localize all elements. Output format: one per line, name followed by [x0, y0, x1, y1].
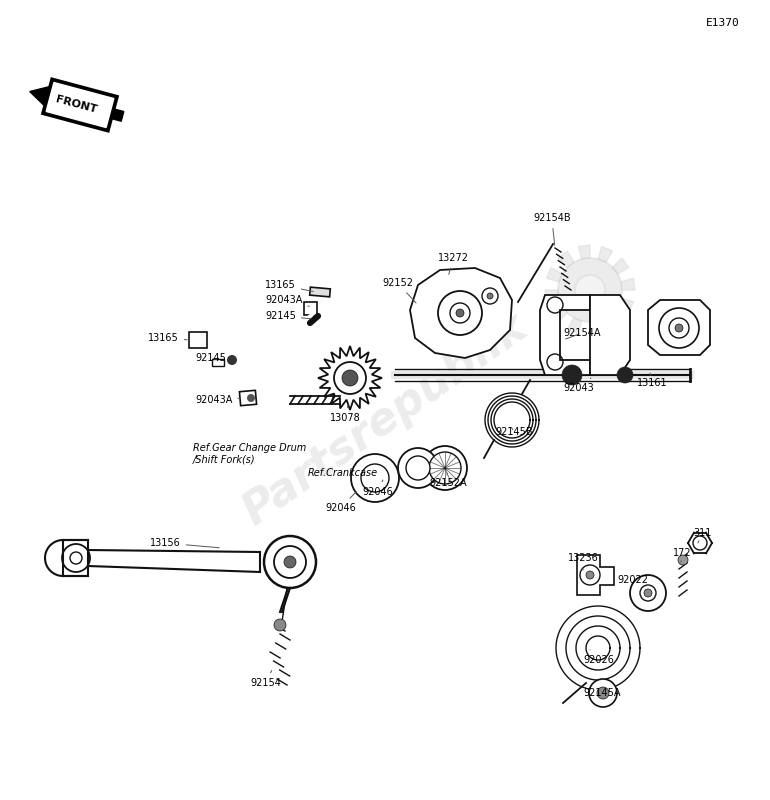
Text: 92026: 92026 — [583, 650, 614, 665]
Bar — [212, 358, 224, 366]
Polygon shape — [558, 251, 574, 267]
Circle shape — [630, 575, 666, 611]
Polygon shape — [545, 290, 559, 302]
Text: 92154B: 92154B — [533, 213, 571, 246]
Circle shape — [589, 679, 617, 707]
Circle shape — [274, 619, 286, 631]
Text: 92022: 92022 — [617, 575, 648, 590]
Text: 92152: 92152 — [382, 278, 416, 303]
Circle shape — [678, 555, 688, 565]
Polygon shape — [540, 295, 590, 375]
Bar — [46, 82, 114, 127]
Text: 13165: 13165 — [265, 280, 313, 291]
Circle shape — [351, 454, 399, 502]
Circle shape — [247, 394, 255, 402]
Circle shape — [580, 565, 600, 585]
Circle shape — [617, 367, 633, 383]
Circle shape — [429, 452, 461, 484]
Circle shape — [361, 464, 389, 492]
Circle shape — [284, 556, 296, 568]
Text: 92152A: 92152A — [430, 473, 467, 488]
Text: 92145B: 92145B — [495, 427, 533, 437]
Text: 92154: 92154 — [250, 670, 281, 688]
Polygon shape — [30, 86, 50, 106]
Text: Ref.Crankcase: Ref.Crankcase — [308, 468, 378, 478]
Text: Ref.Gear Change Drum
/Shift Fork(s): Ref.Gear Change Drum /Shift Fork(s) — [193, 443, 306, 465]
Polygon shape — [547, 267, 562, 282]
Circle shape — [227, 355, 237, 365]
Text: 172: 172 — [673, 548, 691, 562]
Polygon shape — [112, 109, 124, 122]
Text: E1370: E1370 — [706, 18, 740, 28]
Polygon shape — [613, 258, 629, 274]
Circle shape — [264, 536, 316, 588]
Text: 13078: 13078 — [330, 405, 361, 423]
Text: FRONT: FRONT — [54, 94, 98, 115]
Bar — [189, 332, 207, 348]
Text: 92043A: 92043A — [265, 295, 310, 306]
Polygon shape — [621, 278, 635, 290]
Circle shape — [693, 536, 707, 550]
Circle shape — [456, 309, 464, 317]
Text: 13156: 13156 — [150, 538, 219, 548]
Text: 92145A: 92145A — [583, 688, 621, 698]
Text: 92046: 92046 — [362, 480, 393, 497]
Circle shape — [575, 275, 605, 305]
Text: 92145: 92145 — [265, 311, 311, 321]
Bar — [239, 390, 256, 406]
Bar — [42, 79, 118, 131]
Bar — [303, 302, 316, 314]
Polygon shape — [318, 346, 382, 410]
Polygon shape — [648, 300, 710, 355]
Polygon shape — [410, 268, 512, 358]
Polygon shape — [578, 245, 590, 259]
Text: 311: 311 — [693, 528, 711, 543]
Polygon shape — [567, 318, 581, 334]
Bar — [310, 287, 330, 297]
Circle shape — [398, 448, 438, 488]
Text: Partsrepublik: Partsrepublik — [235, 306, 535, 534]
Text: 13272: 13272 — [438, 253, 469, 274]
Circle shape — [438, 291, 482, 335]
Polygon shape — [618, 298, 634, 313]
Circle shape — [558, 258, 622, 322]
Circle shape — [487, 293, 493, 299]
Circle shape — [586, 571, 594, 579]
Polygon shape — [577, 555, 614, 595]
Circle shape — [675, 324, 683, 332]
Text: 92043A: 92043A — [195, 395, 240, 405]
Text: 13161: 13161 — [638, 373, 668, 388]
Polygon shape — [63, 540, 88, 576]
Circle shape — [342, 370, 358, 386]
Polygon shape — [598, 246, 612, 262]
Polygon shape — [590, 295, 630, 375]
Circle shape — [423, 446, 467, 490]
Circle shape — [597, 687, 609, 699]
Polygon shape — [590, 321, 601, 335]
Text: 92046: 92046 — [325, 492, 356, 513]
Circle shape — [406, 456, 430, 480]
Circle shape — [562, 365, 582, 385]
Text: 13165: 13165 — [148, 333, 187, 343]
Circle shape — [640, 585, 656, 601]
Text: 13236: 13236 — [568, 553, 599, 570]
Polygon shape — [606, 313, 622, 329]
Text: 92154A: 92154A — [563, 328, 601, 339]
Polygon shape — [551, 306, 567, 322]
Circle shape — [644, 589, 652, 597]
Circle shape — [334, 362, 366, 394]
Text: 92043: 92043 — [563, 378, 594, 393]
Polygon shape — [88, 550, 260, 572]
Text: 92145: 92145 — [195, 353, 226, 363]
